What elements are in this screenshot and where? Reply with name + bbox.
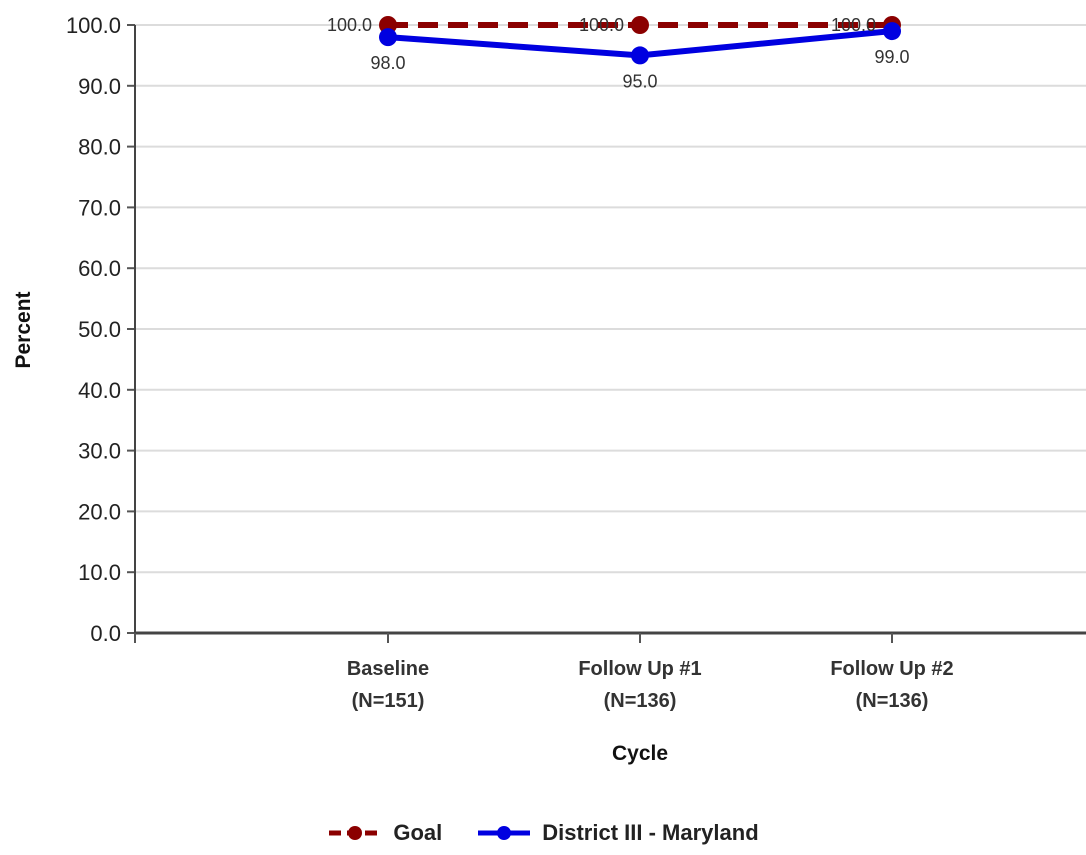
y-tick-label: 20.0 bbox=[78, 499, 121, 524]
axes bbox=[127, 24, 1086, 643]
data-label: 95.0 bbox=[622, 71, 657, 91]
y-tick-label: 0.0 bbox=[90, 621, 121, 646]
legend: Goal District III - Maryland bbox=[0, 820, 1086, 846]
y-tick-label: 70.0 bbox=[78, 195, 121, 220]
x-tick-label: Baseline bbox=[347, 658, 429, 680]
legend-label-district: District III - Maryland bbox=[542, 820, 759, 845]
y-tick-labels: 0.0 10.0 20.0 30.0 40.0 50.0 60.0 70.0 80.0 90.0 1… bbox=[66, 13, 121, 646]
legend-label-goal: Goal bbox=[393, 820, 443, 845]
goal-legend-marker bbox=[329, 826, 382, 840]
y-tick-label: 30.0 bbox=[78, 439, 121, 464]
data-point bbox=[631, 46, 649, 65]
y-tick-label: 60.0 bbox=[78, 256, 121, 281]
x-axis-title: Cycle bbox=[612, 742, 668, 765]
data-label: 100.0 bbox=[327, 15, 372, 35]
y-tick-label: 100.0 bbox=[66, 13, 121, 38]
y-tick-label: 10.0 bbox=[78, 560, 121, 585]
data-label: 98.0 bbox=[370, 53, 405, 73]
district-legend-marker bbox=[478, 826, 531, 840]
y-tick-label: 50.0 bbox=[78, 317, 121, 342]
y-axis-title: Percent bbox=[12, 291, 35, 368]
legend-item-district: District III - Maryland bbox=[476, 820, 759, 846]
series-lines bbox=[379, 16, 901, 65]
data-label: 100.0 bbox=[831, 15, 876, 35]
x-tick-label: (N=151) bbox=[352, 690, 425, 712]
data-point bbox=[883, 22, 901, 41]
x-tick-labels: Baseline (N=151) Follow Up #1 (N=136) Follow… bbox=[347, 658, 954, 712]
x-tick-label: Follow Up #2 bbox=[830, 658, 953, 680]
data-label: 100.0 bbox=[579, 15, 624, 35]
legend-item-goal: Goal bbox=[327, 820, 442, 846]
line-chart: 0.0 10.0 20.0 30.0 40.0 50.0 60.0 70.0 80.0 90.0 1… bbox=[12, 13, 1086, 765]
gridlines bbox=[135, 24, 1086, 574]
data-point bbox=[631, 16, 649, 34]
x-tick-label: Follow Up #1 bbox=[578, 658, 701, 680]
data-point bbox=[379, 28, 397, 47]
y-tick-label: 90.0 bbox=[78, 74, 121, 99]
y-tick-label: 40.0 bbox=[78, 378, 121, 403]
x-tick-label: (N=136) bbox=[856, 690, 929, 712]
data-labels: 100.0 100.0 100.0 98.0 95.0 99.0 bbox=[327, 15, 910, 91]
y-tick-label: 80.0 bbox=[78, 135, 121, 160]
x-tick-label: (N=136) bbox=[604, 690, 677, 712]
data-label: 99.0 bbox=[874, 47, 909, 67]
